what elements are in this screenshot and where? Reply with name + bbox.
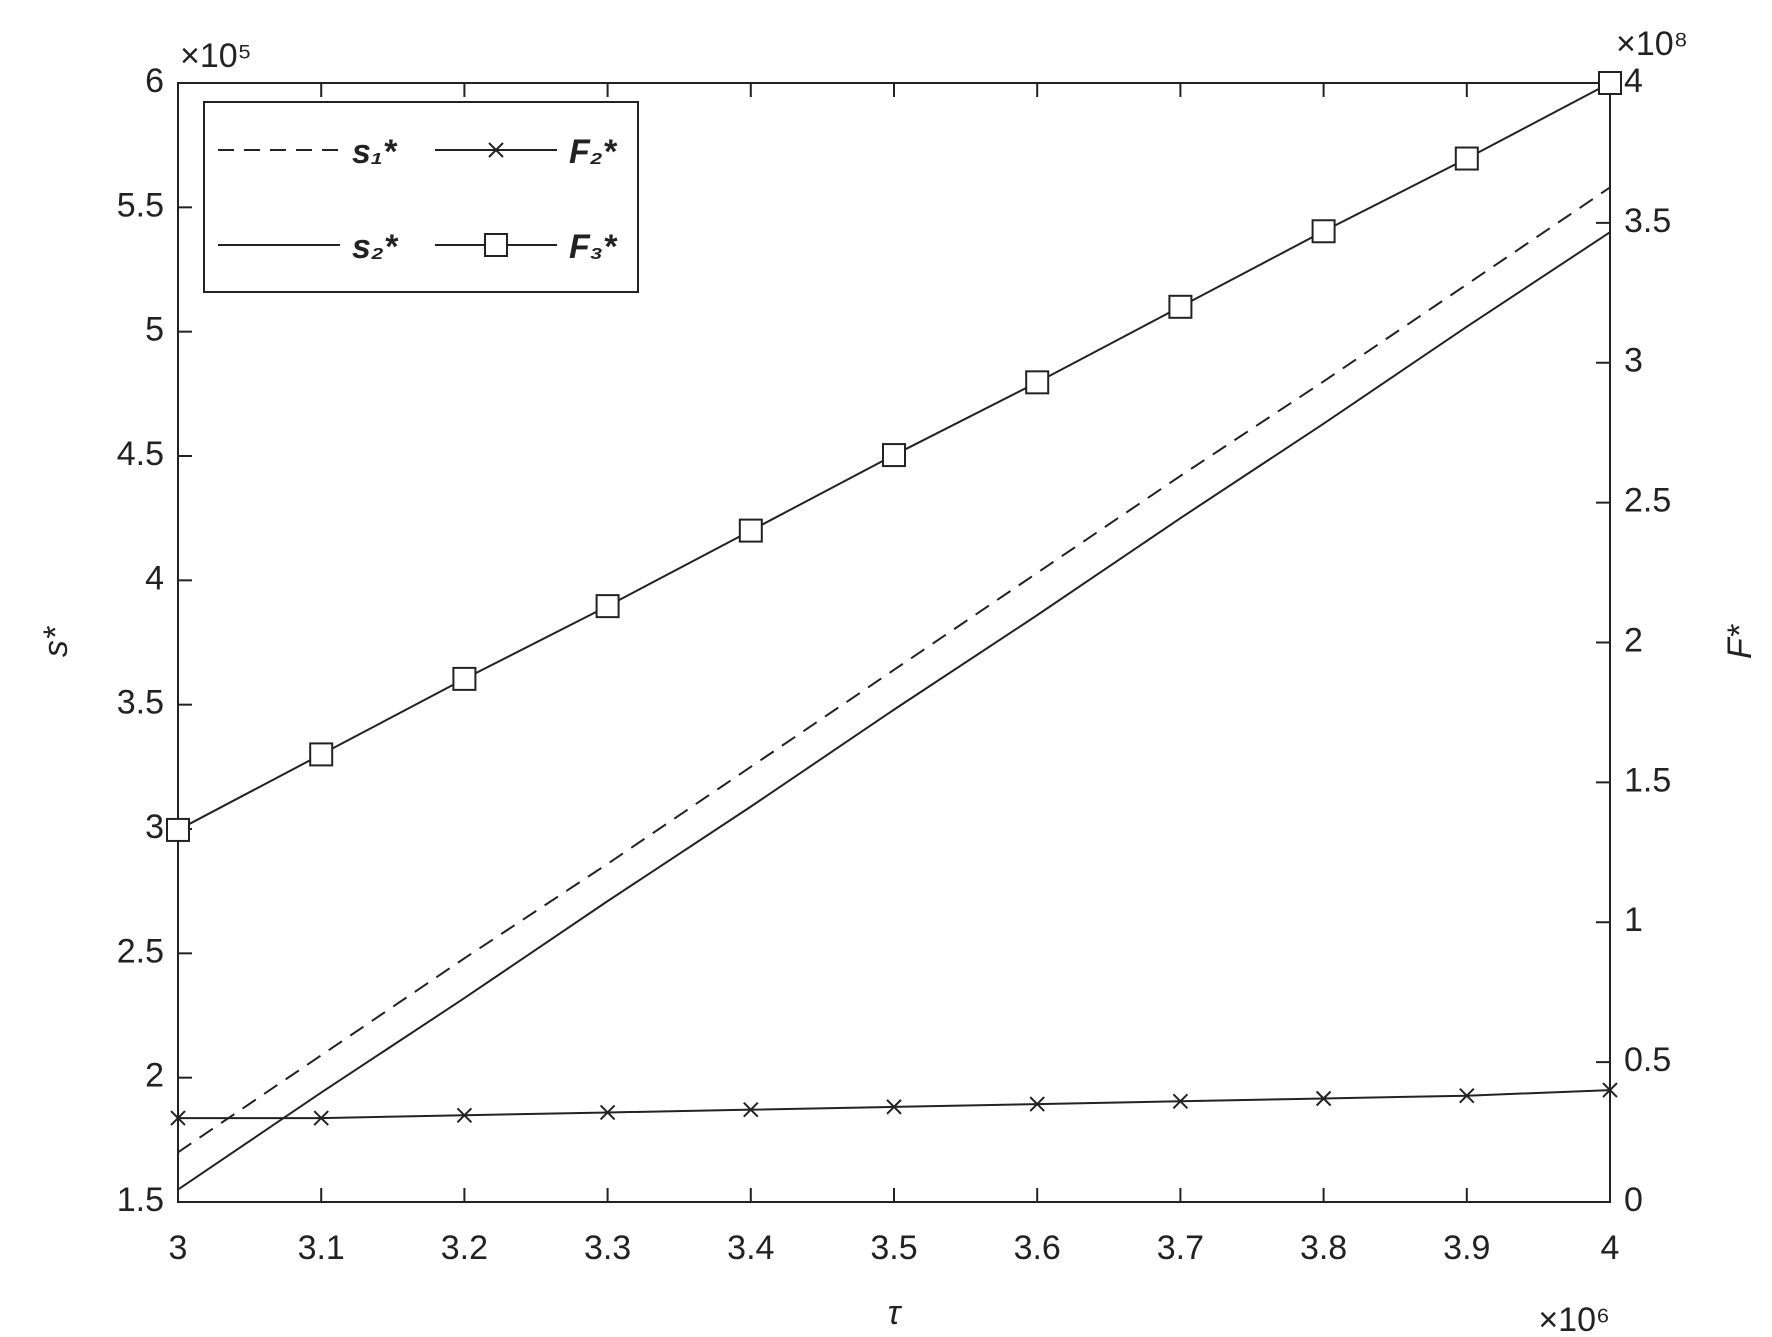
x-multiplier: ×10⁶: [1538, 1301, 1610, 1337]
x-tick-label: 3.5: [870, 1229, 917, 1267]
y2-tick-label: 0: [1624, 1181, 1643, 1219]
x-tick-label: 3.9: [1443, 1229, 1490, 1267]
y-multiplier: ×10⁵: [180, 37, 252, 75]
y2-tick-label: 3.5: [1624, 202, 1671, 240]
x-tick-label: 3.6: [1014, 1229, 1061, 1267]
marker: [1311, 219, 1336, 244]
y2-tick-label: 1: [1624, 901, 1643, 939]
marker: [1459, 1087, 1475, 1104]
legend-label: F₂*: [569, 133, 618, 171]
legend-label: s₂*: [352, 228, 399, 266]
y2-tick-label: 0.5: [1624, 1041, 1671, 1079]
marker: [1315, 1090, 1332, 1107]
x-tick-label: 3.1: [298, 1229, 345, 1267]
marker: [738, 518, 763, 543]
y2-tick-label: 4: [1624, 62, 1643, 100]
y-tick-label: 5: [145, 311, 164, 349]
y-tick-label: 4: [145, 559, 164, 597]
legend-label: s₁*: [352, 133, 398, 171]
y-tick-label: 6: [145, 62, 164, 100]
y-tick-label: 2: [145, 1057, 164, 1095]
marker: [1602, 1082, 1618, 1098]
series-line: [177, 231, 1611, 1191]
marker: [1598, 71, 1622, 95]
marker: [595, 594, 620, 619]
x-tick-label: 4: [1601, 1229, 1620, 1267]
y-tick-label: 4.5: [117, 435, 164, 473]
marker: [313, 1110, 329, 1126]
marker: [882, 443, 906, 468]
y-tick-label: 1.5: [117, 1181, 164, 1219]
marker: [456, 1107, 473, 1123]
marker: [886, 1099, 902, 1115]
marker: [166, 817, 190, 842]
y2-multiplier: ×10⁸: [1616, 25, 1688, 63]
y-tick-label: 3.5: [117, 684, 164, 722]
y2-axis-label: F*: [1721, 623, 1759, 659]
x-tick-label: 3.4: [727, 1229, 774, 1267]
x-tick-label: 3.3: [584, 1229, 631, 1267]
x-tick-label: 3.7: [1157, 1229, 1204, 1267]
legend-box: [203, 101, 639, 293]
marker: [309, 742, 334, 767]
marker: [488, 142, 504, 158]
y-tick-label: 2.5: [117, 932, 164, 970]
x-axis-label: τ: [888, 1294, 903, 1332]
marker: [484, 233, 508, 257]
marker: [1454, 146, 1479, 171]
x-tick-label: 3.8: [1300, 1229, 1347, 1267]
marker: [1168, 294, 1193, 319]
marker: [743, 1101, 759, 1118]
x-tick-label: 3: [169, 1229, 188, 1267]
y2-tick-label: 1.5: [1624, 761, 1671, 799]
marker: [1172, 1093, 1189, 1109]
y-axis-label: s*: [37, 625, 75, 657]
marker: [1029, 1096, 1045, 1112]
y2-tick-label: 2.5: [1624, 482, 1671, 520]
y2-tick-label: 3: [1624, 342, 1643, 380]
x-tick-label: 3.2: [441, 1229, 488, 1267]
legend-label: F₃*: [569, 228, 618, 266]
marker: [170, 1110, 186, 1126]
y-tick-label: 5.5: [117, 186, 164, 224]
y-tick-label: 3: [145, 808, 164, 846]
y2-tick-label: 2: [1624, 621, 1643, 659]
marker: [599, 1104, 616, 1121]
series-line: [177, 186, 1611, 1154]
marker: [452, 666, 477, 691]
legend: s₁* s₂* F₂* F₃*: [203, 101, 639, 293]
marker: [1025, 370, 1050, 395]
